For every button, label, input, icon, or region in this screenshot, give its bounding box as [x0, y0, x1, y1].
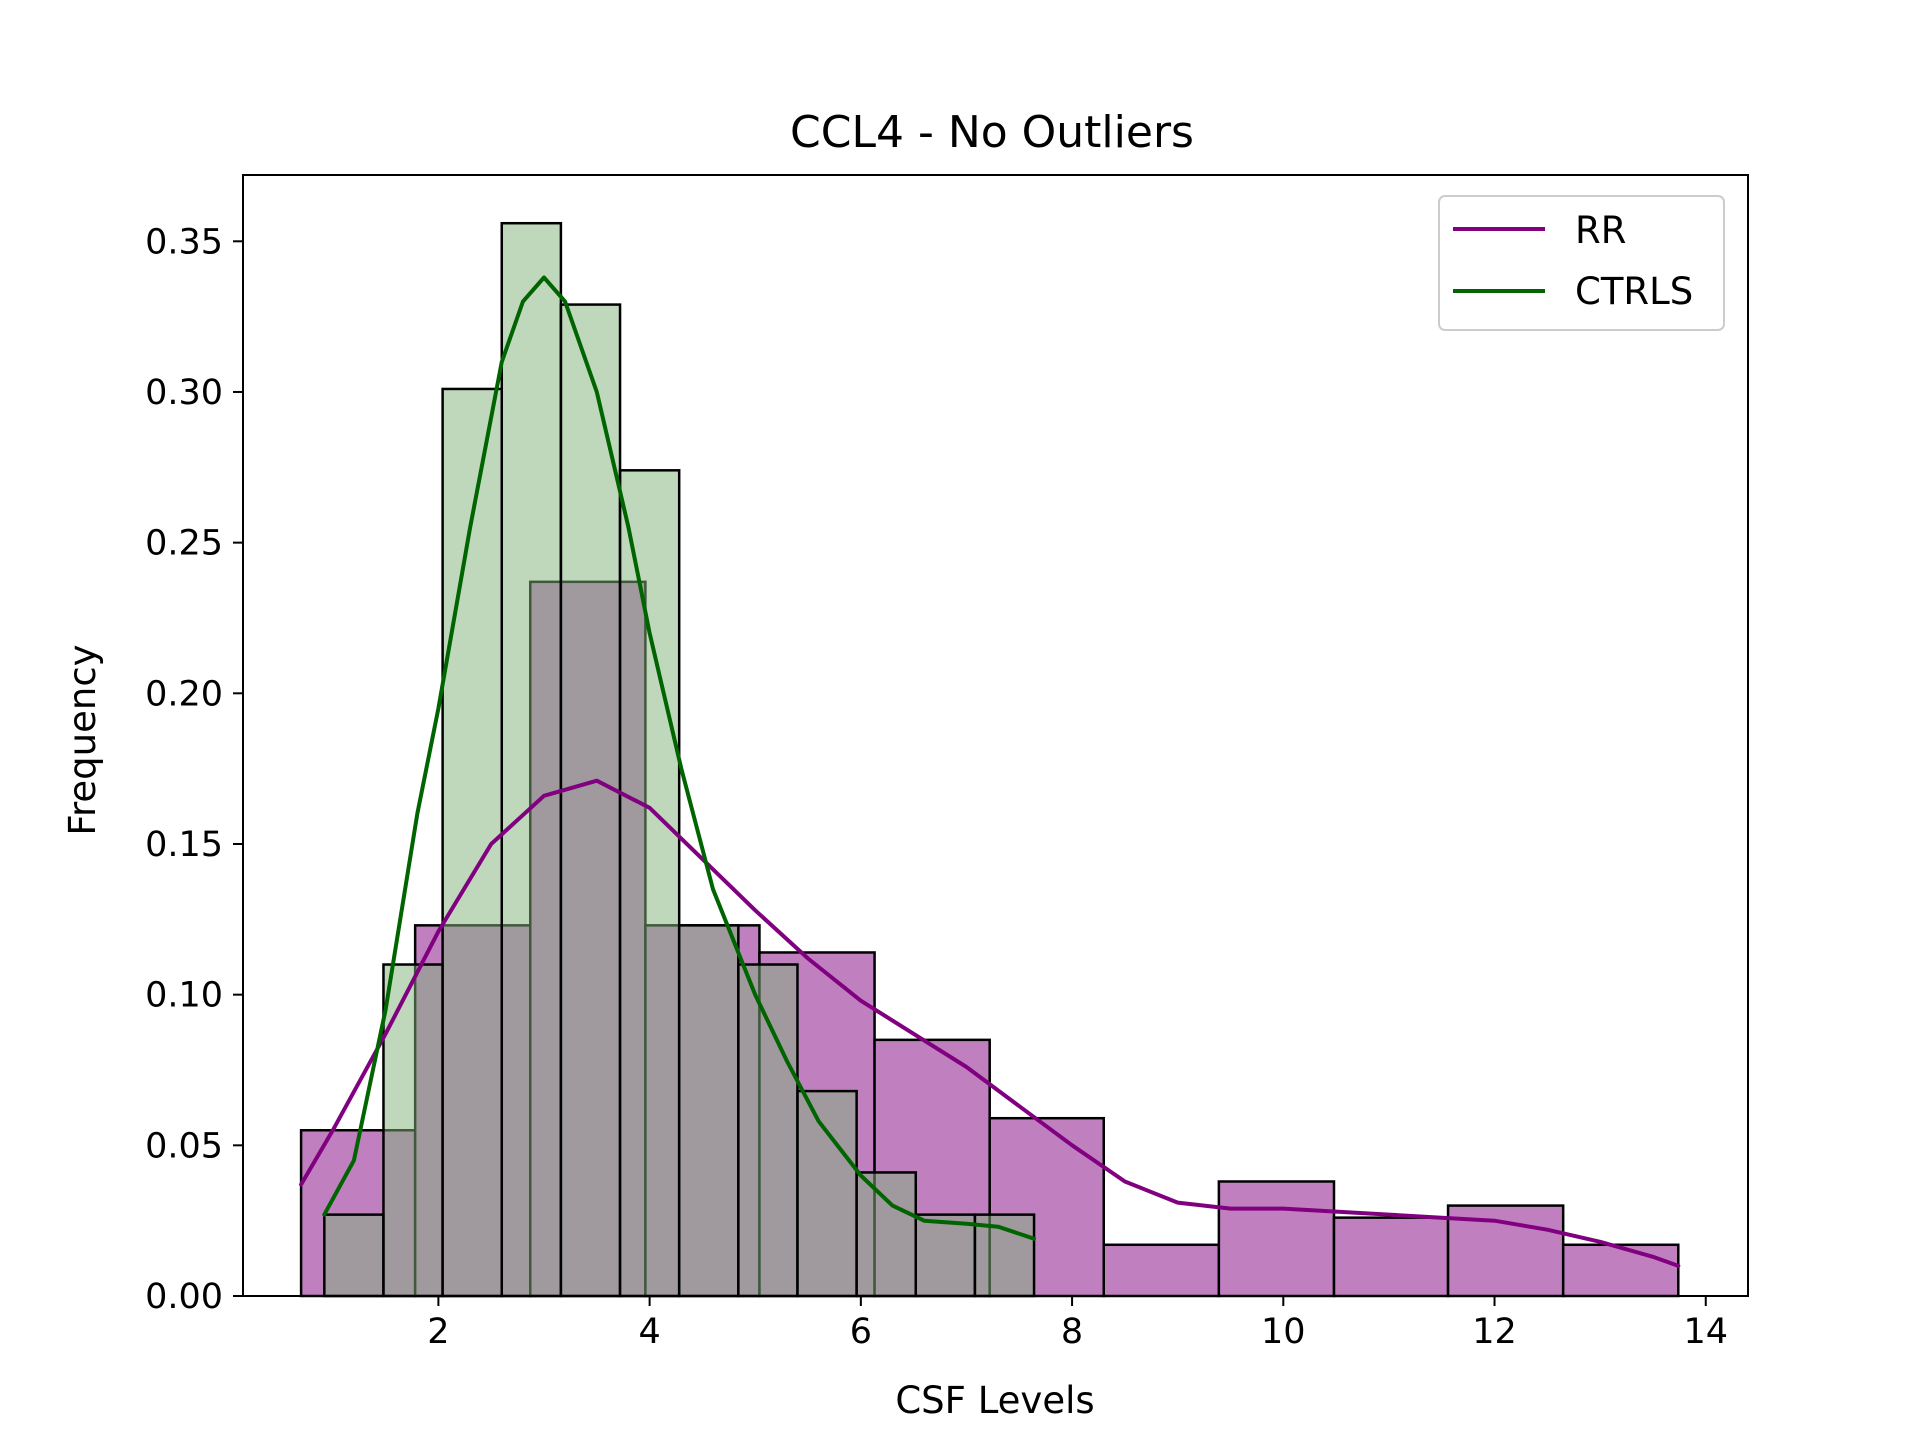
- x-tick-label-8: 8: [1061, 1312, 1083, 1352]
- bar-ctrls-7: [737, 963, 799, 1298]
- y-tick-label-5: 0.25: [145, 524, 223, 564]
- x-tick-label-12: 12: [1472, 1312, 1517, 1352]
- y-tick-label-7: 0.35: [145, 222, 223, 262]
- plot-frame: [242, 174, 1749, 1297]
- legend: RR CTRLS: [1438, 195, 1725, 331]
- y-tick-label-6: 0.30: [145, 373, 223, 413]
- kde-line-ctrls: [322, 275, 1036, 1241]
- y-tick-label-3: 0.15: [145, 825, 223, 865]
- legend-label-ctrls: CTRLS: [1575, 270, 1693, 313]
- x-axis-label: CSF Levels: [895, 1379, 1094, 1422]
- y-tick-label-4: 0.20: [145, 674, 223, 714]
- y-tick-label-2: 0.10: [145, 976, 223, 1016]
- legend-label-rr: RR: [1575, 209, 1626, 252]
- bar-ctrls-6: [677, 924, 740, 1298]
- bar-ctrls-3: [500, 221, 563, 1298]
- bar-rr-8: [1217, 1180, 1336, 1298]
- chart-title: CCL4 - No Outliers: [790, 107, 1194, 158]
- bar-ctrls-5: [618, 469, 681, 1298]
- x-tick-label-6: 6: [850, 1312, 872, 1352]
- x-axis-ticks: 2 4 6 8 10 12 14: [427, 1296, 1728, 1352]
- x-tick-label-4: 4: [638, 1312, 660, 1352]
- bar-ctrls-0: [323, 1213, 385, 1298]
- y-axis-label: Frequency: [61, 644, 104, 835]
- bar-rr-11: [1561, 1243, 1680, 1298]
- bar-ctrls-10: [914, 1213, 977, 1298]
- bar-ctrls-4: [559, 303, 622, 1298]
- bar-rr-7: [1102, 1243, 1221, 1298]
- bar-ctrls-8: [796, 1089, 858, 1298]
- bar-rr-9: [1332, 1216, 1450, 1298]
- y-tick-label-1: 0.05: [145, 1126, 223, 1166]
- x-tick-label-2: 2: [427, 1312, 449, 1352]
- x-tick-label-14: 14: [1683, 1312, 1728, 1352]
- x-tick-label-10: 10: [1261, 1312, 1306, 1352]
- y-tick-label-0: 0.00: [145, 1277, 223, 1317]
- kde-line-rr: [299, 778, 1681, 1268]
- bar-ctrls-9: [855, 1171, 918, 1298]
- bar-ctrls-1: [382, 963, 444, 1298]
- bars-layer: [299, 221, 1680, 1298]
- y-axis-ticks: 0.00 0.05 0.10 0.15 0.20 0.25 0.30 0.35: [145, 222, 243, 1317]
- kde-layer: [299, 275, 1681, 1268]
